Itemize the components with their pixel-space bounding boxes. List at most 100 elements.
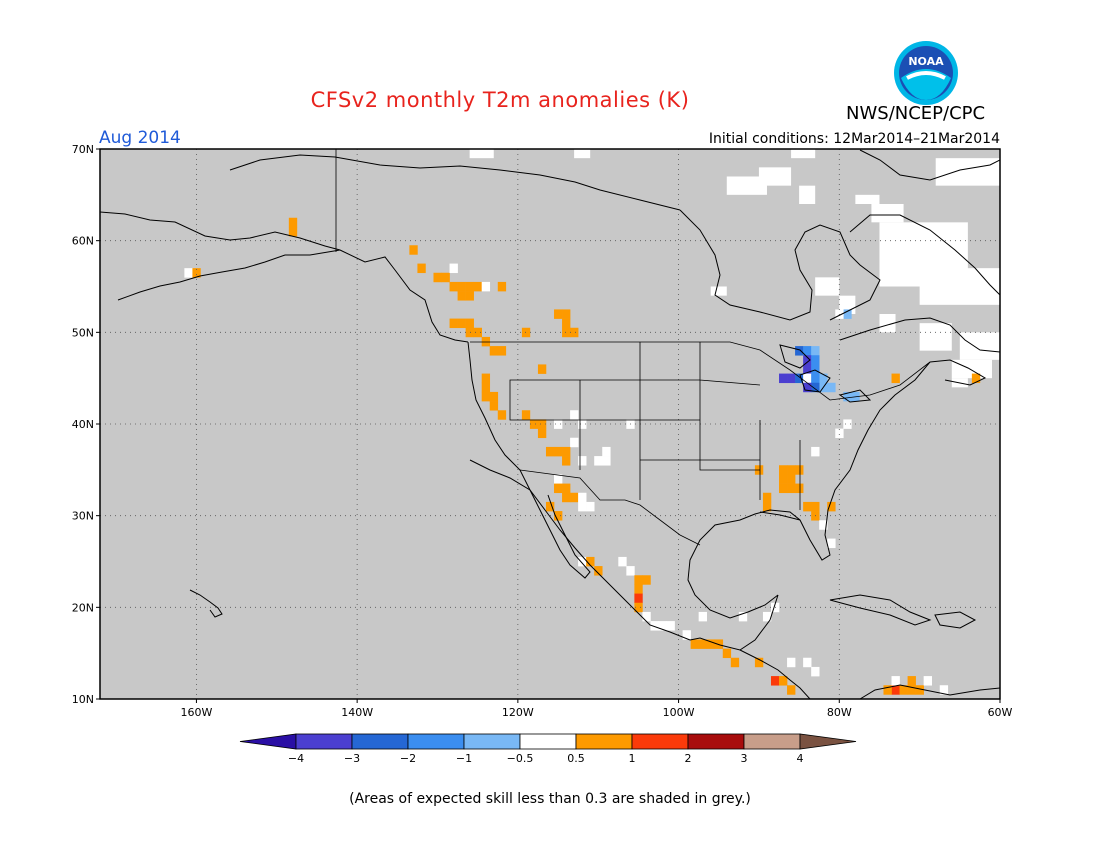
anomaly-cell	[578, 419, 587, 429]
anomaly-cell	[843, 391, 852, 402]
labrador-coast	[849, 214, 1000, 296]
anomaly-cell	[891, 676, 900, 686]
anomaly-cell	[642, 611, 651, 622]
coastlines	[100, 149, 1000, 699]
anomaly-cell	[907, 676, 916, 686]
anomaly-cell	[570, 327, 579, 338]
lat-tick-label: 30N	[72, 510, 94, 523]
anomaly-cell	[562, 492, 571, 503]
anomaly-cell	[521, 410, 531, 420]
anomaly-cell	[891, 373, 900, 384]
anomaly-cell	[288, 217, 298, 228]
colorbar-segment	[295, 733, 353, 750]
anomaly-cell	[762, 611, 772, 622]
anomaly-cell	[570, 410, 579, 420]
anomaly-cell	[811, 501, 820, 512]
near-normal-area	[919, 323, 952, 351]
anomaly-cell	[754, 657, 764, 668]
anomaly-cell	[923, 676, 932, 686]
anomaly-cell	[843, 309, 852, 319]
alaska-coast	[100, 211, 469, 343]
anomaly-cell	[811, 355, 820, 365]
anomaly-cell	[481, 373, 491, 384]
anomaly-cell	[803, 373, 812, 384]
anomaly-cell	[554, 419, 563, 429]
anomaly-cell	[570, 437, 579, 448]
state-lines	[509, 342, 801, 510]
anomaly-cell	[618, 556, 627, 567]
anomaly-cell	[409, 245, 418, 255]
anomaly-cell	[497, 281, 507, 292]
anomaly-cell	[562, 327, 571, 338]
anomaly-cell	[803, 355, 812, 365]
anomaly-cell	[819, 373, 828, 384]
anomaly-cell	[554, 511, 563, 521]
anomaly-cell	[626, 566, 635, 576]
chart-title: CFSv2 monthly T2m anomalies (K)	[310, 88, 690, 112]
nova-scotia	[929, 359, 987, 386]
anomaly-cell	[682, 630, 691, 640]
colorbar-segment	[407, 733, 465, 750]
colorbar-segment	[463, 733, 521, 750]
colorbar-segment	[519, 733, 577, 750]
anomaly-cell	[787, 474, 796, 484]
anomaly-cell	[449, 263, 458, 274]
anomaly-cell	[554, 309, 563, 319]
anomaly-cell	[465, 318, 474, 329]
anomaly-cell	[481, 281, 491, 292]
near-normal-area	[855, 194, 880, 204]
anomaly-cell	[562, 309, 571, 319]
anomaly-cell	[738, 611, 748, 622]
anomaly-cell	[915, 685, 924, 695]
anomaly-cell	[586, 501, 595, 512]
anomaly-cell	[827, 382, 836, 393]
logo-text: NOAA	[908, 55, 944, 68]
noaa-logo: NOAA	[893, 40, 959, 106]
anomaly-cell	[658, 621, 667, 631]
gulf-coast	[759, 511, 801, 521]
anomaly-cell	[770, 676, 780, 686]
anomaly-cell	[545, 446, 555, 457]
anomaly-cell	[706, 639, 716, 649]
anomaly-cell	[787, 685, 796, 695]
anomaly-cell	[787, 465, 796, 475]
anomaly-cell	[562, 446, 571, 457]
hawaii	[189, 589, 223, 618]
anomaly-cell	[529, 419, 539, 429]
anomaly-cell	[433, 272, 442, 283]
anomaly-cell	[730, 657, 740, 668]
colorbar-tick-label: −2	[400, 752, 416, 765]
anomaly-cell	[554, 483, 563, 494]
anomaly-cell	[634, 584, 643, 594]
agency-label: NWS/NCEP/CPC	[846, 103, 986, 124]
anomaly-cell	[779, 373, 788, 384]
anomaly-cell	[465, 291, 474, 301]
anomaly-cell	[594, 566, 603, 576]
anomaly-cell	[497, 410, 507, 420]
anomaly-cell	[779, 483, 788, 494]
anomaly-cell	[288, 226, 298, 237]
anomaly-cell	[578, 501, 587, 512]
anomaly-cell	[192, 268, 201, 278]
near-normal-area	[919, 268, 1000, 305]
anomaly-cell	[803, 501, 812, 512]
colorbar: −4 −3 −2 −1 −0.5 0.5 1 2 3 4	[239, 733, 857, 765]
anomaly-cell	[698, 639, 707, 649]
anomaly-cell	[465, 327, 474, 338]
anomaly-cell	[570, 492, 579, 503]
anomaly-cell	[634, 575, 643, 585]
anomaly-cell	[939, 685, 949, 695]
near-normal-area	[959, 332, 1000, 360]
colorbar-segment	[631, 733, 689, 750]
gridlines	[100, 149, 1000, 699]
anomaly-cell	[465, 281, 474, 292]
anomaly-cell	[578, 456, 587, 466]
anomaly-cell	[883, 685, 892, 695]
anomaly-cell	[634, 602, 643, 613]
near-normal-area	[726, 176, 767, 195]
political-borders	[335, 149, 931, 546]
anomaly-cell	[698, 611, 707, 622]
us-mexico-border	[519, 469, 701, 546]
colorbar-tick-label: 4	[797, 752, 804, 765]
anomaly-cell	[602, 446, 611, 457]
